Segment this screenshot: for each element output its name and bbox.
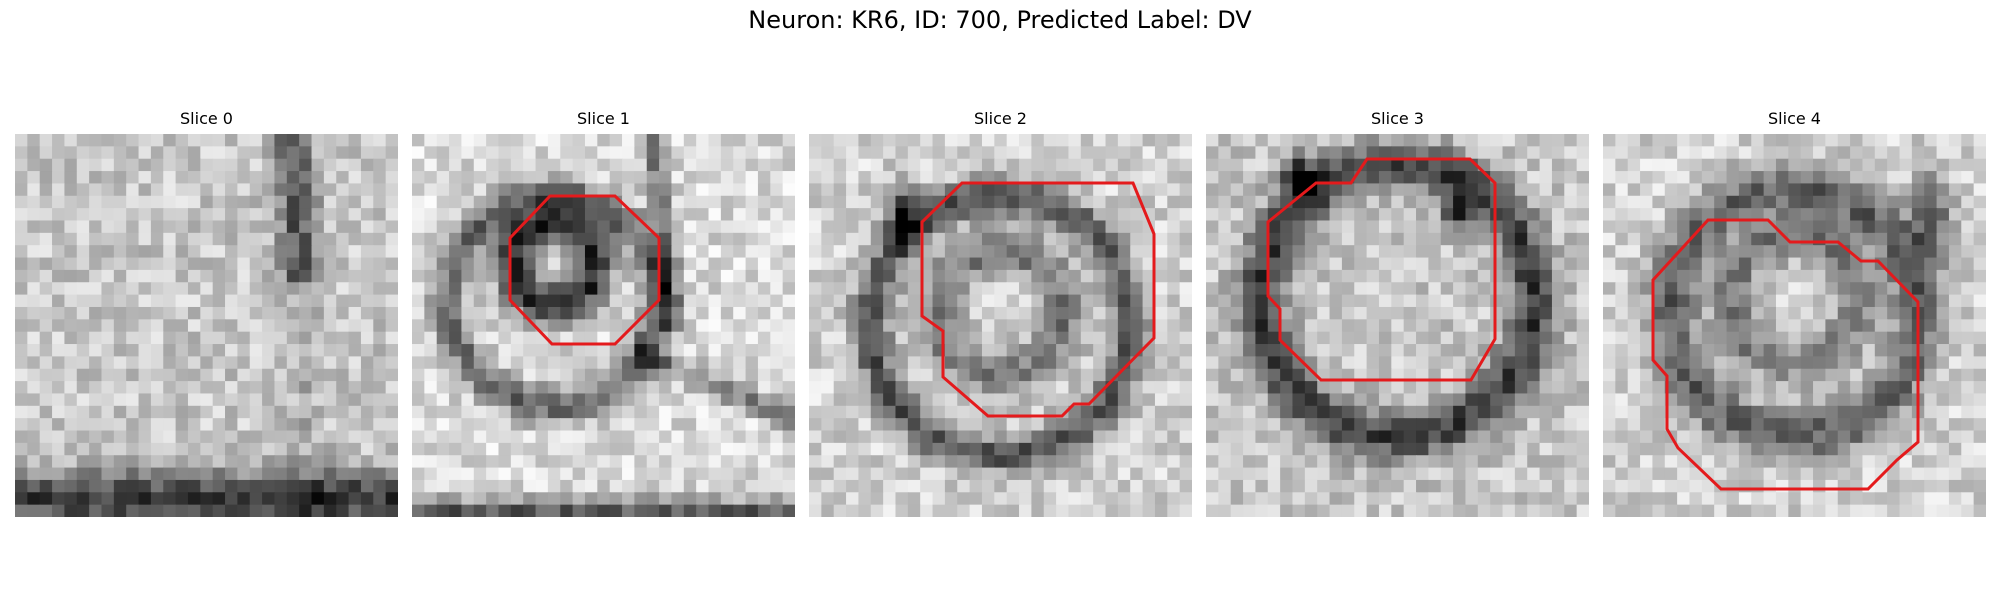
slice-image [1206, 134, 1589, 517]
slice-panel-1: Slice 1 [412, 108, 795, 517]
slice-image [809, 134, 1192, 517]
figure-title: Neuron: KR6, ID: 700, Predicted Label: D… [748, 6, 1252, 34]
slice-image [15, 134, 398, 517]
segmentation-contour [920, 181, 1156, 418]
slice-image [412, 134, 795, 517]
segmentation-contour [1266, 157, 1497, 382]
slice-title: Slice 3 [1371, 109, 1424, 128]
slice-title: Slice 2 [974, 109, 1027, 128]
slice-panel-3: Slice 3 [1206, 108, 1589, 517]
slice-title: Slice 4 [1768, 109, 1821, 128]
slice-panel-0: Slice 0 [15, 108, 398, 517]
slice-panel-2: Slice 2 [809, 108, 1192, 517]
segmentation-contour [1651, 218, 1920, 491]
slice-panel-4: Slice 4 [1603, 108, 1986, 517]
slice-image [1603, 134, 1986, 517]
slice-title: Slice 1 [577, 109, 630, 128]
segmentation-contour [508, 194, 661, 346]
slice-title: Slice 0 [180, 109, 233, 128]
